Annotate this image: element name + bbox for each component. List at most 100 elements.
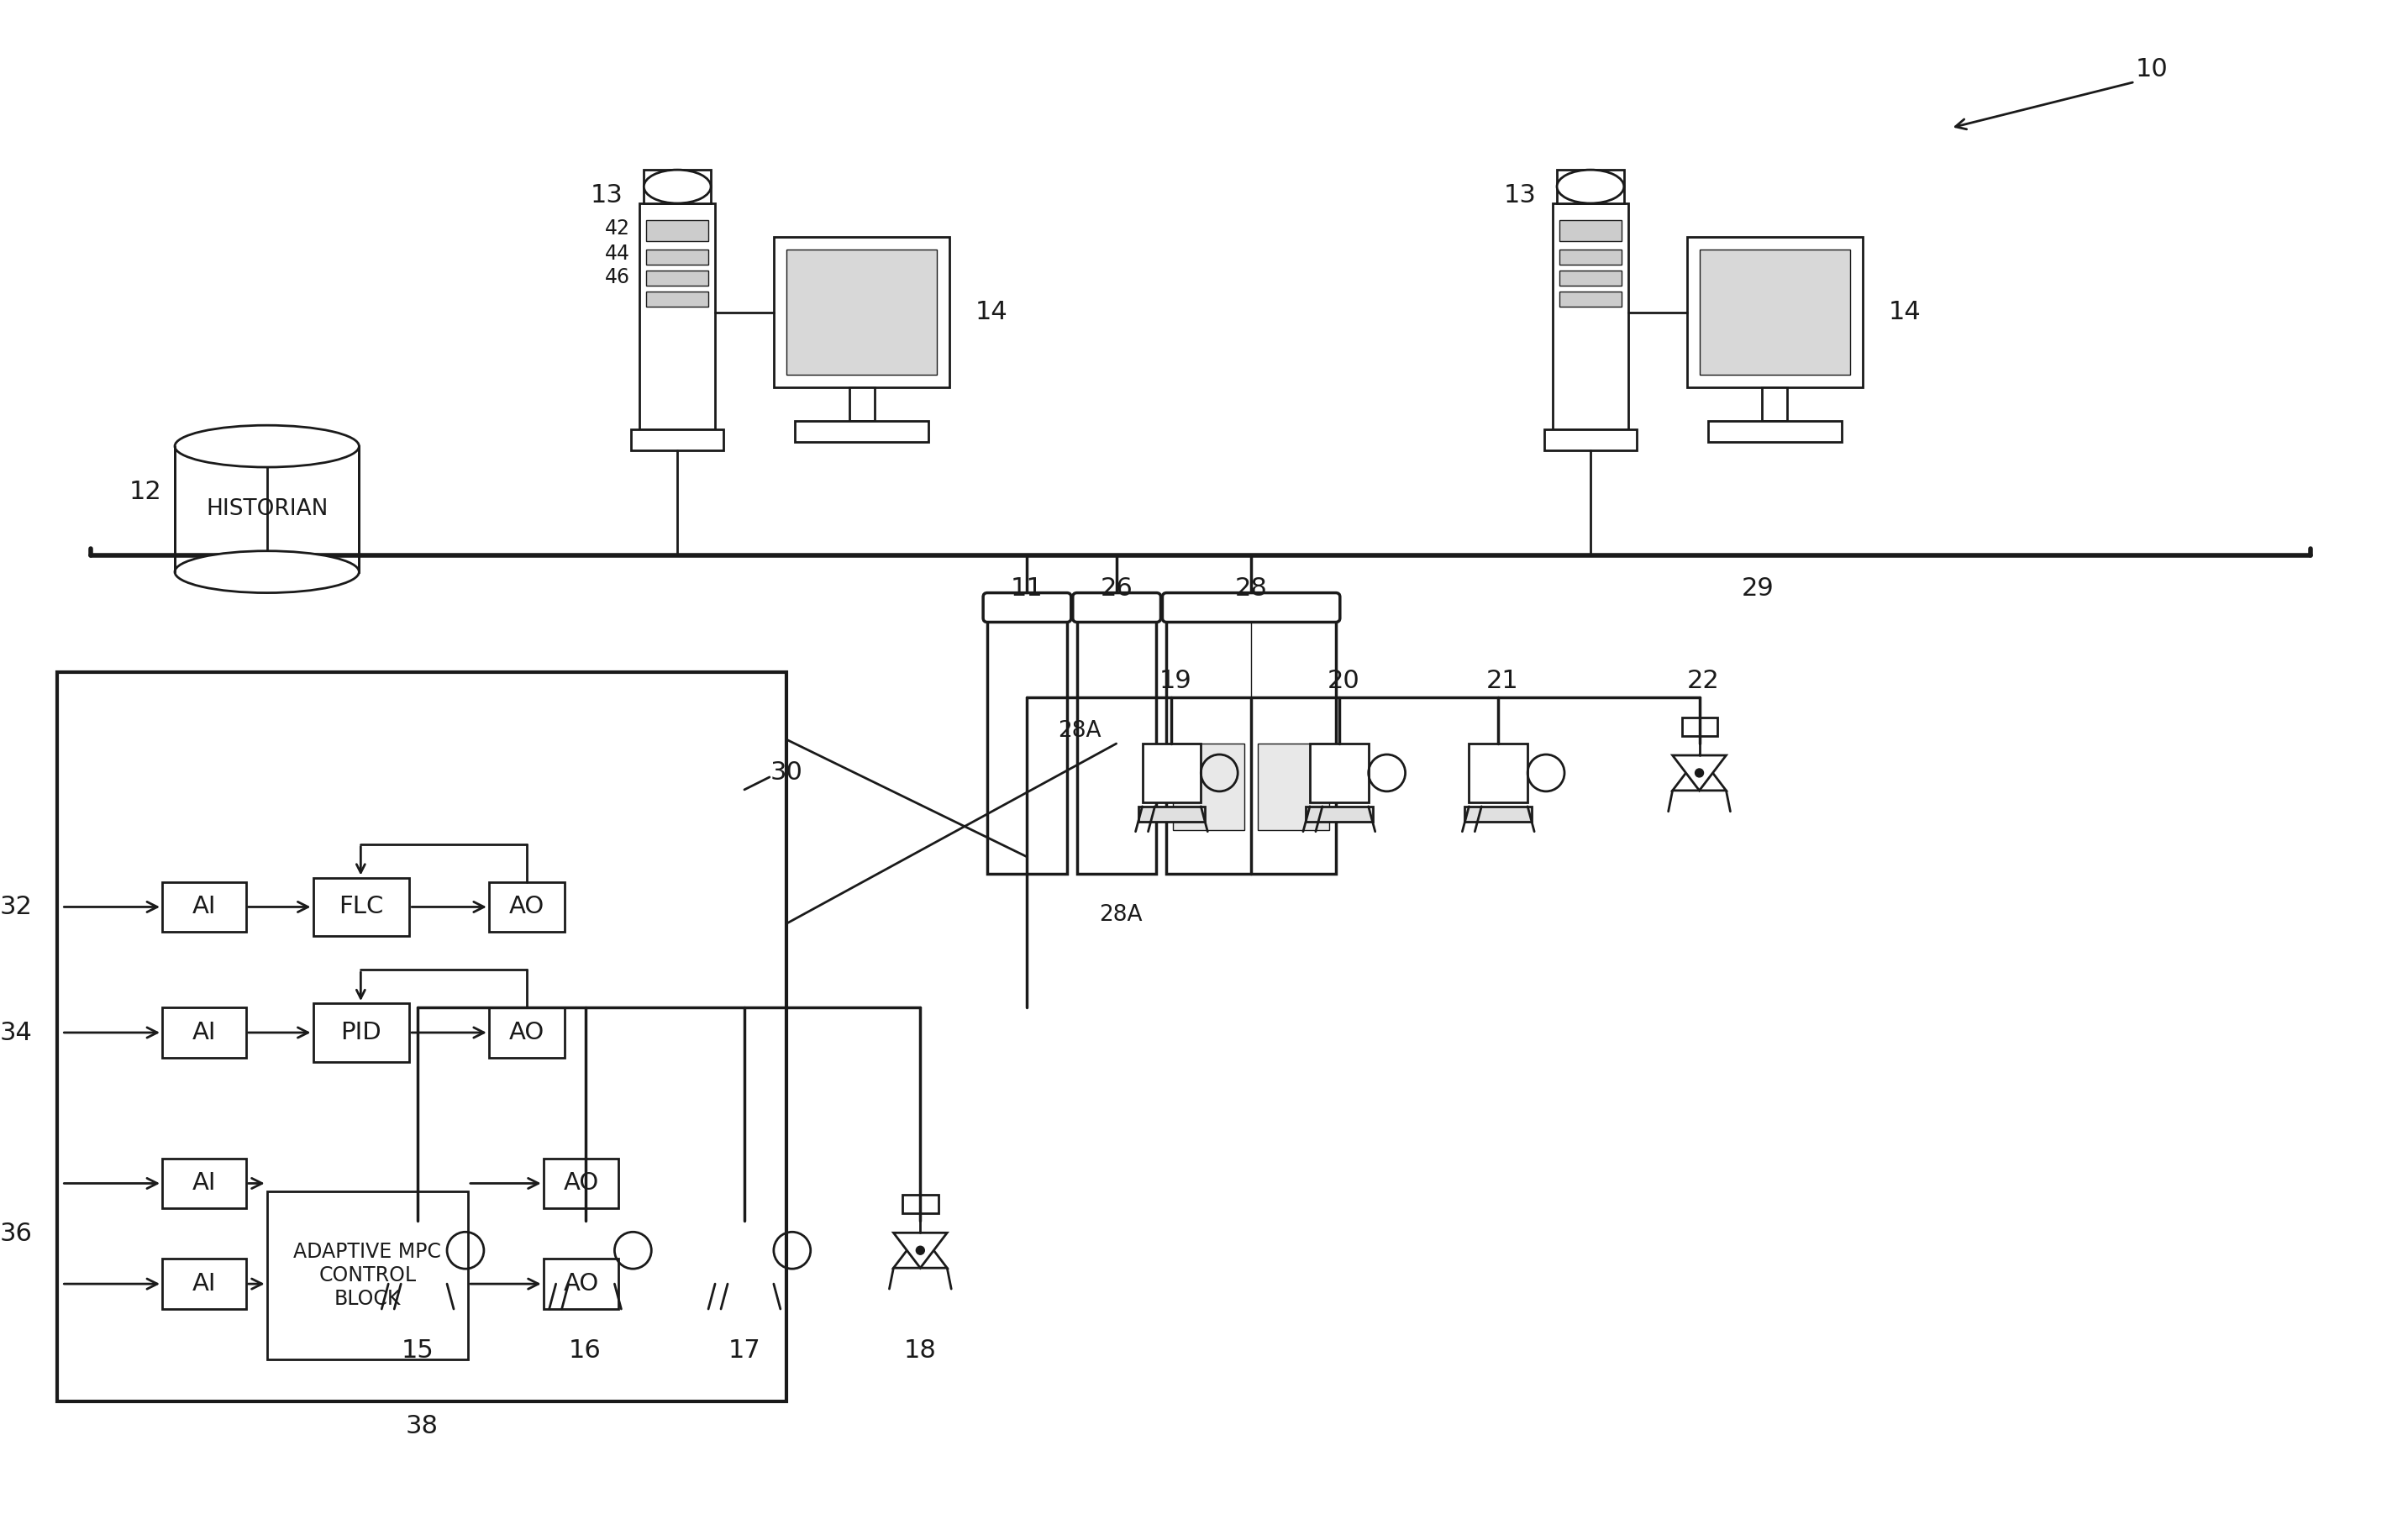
Text: 29: 29 xyxy=(1741,577,1775,601)
Bar xyxy=(176,447,359,572)
Text: 11: 11 xyxy=(1011,577,1043,601)
Bar xyxy=(551,1284,619,1299)
Text: 30: 30 xyxy=(771,760,802,786)
Polygon shape xyxy=(893,1232,946,1267)
Text: 10: 10 xyxy=(2136,58,2167,82)
Text: 44: 44 xyxy=(604,244,628,263)
Text: AI: AI xyxy=(193,895,217,919)
Text: 17: 17 xyxy=(727,1338,761,1363)
Bar xyxy=(1173,743,1245,830)
Bar xyxy=(1707,421,1842,442)
Bar xyxy=(795,421,929,442)
Bar xyxy=(787,250,937,375)
Text: 46: 46 xyxy=(604,266,628,288)
Polygon shape xyxy=(893,1232,946,1267)
Bar xyxy=(643,170,710,203)
Bar xyxy=(1310,743,1368,802)
FancyBboxPatch shape xyxy=(982,593,1072,622)
Polygon shape xyxy=(1674,755,1727,790)
Bar xyxy=(1686,236,1864,388)
Bar xyxy=(710,1284,778,1299)
Text: AO: AO xyxy=(563,1172,600,1195)
Bar xyxy=(645,291,708,306)
Text: 18: 18 xyxy=(903,1338,937,1363)
Text: AI: AI xyxy=(193,1172,217,1195)
Bar xyxy=(645,271,708,286)
Bar xyxy=(987,613,1067,874)
Bar xyxy=(267,1192,467,1360)
Text: 26: 26 xyxy=(1100,577,1132,601)
FancyBboxPatch shape xyxy=(1163,593,1339,622)
Text: AO: AO xyxy=(508,1020,544,1045)
Bar xyxy=(388,1222,448,1279)
Bar xyxy=(161,1007,246,1058)
Text: 14: 14 xyxy=(1888,300,1922,324)
Bar xyxy=(631,430,722,451)
Bar xyxy=(1257,743,1329,830)
Bar xyxy=(544,1258,619,1310)
Ellipse shape xyxy=(176,425,359,468)
Text: PID: PID xyxy=(340,1020,380,1045)
Text: HISTORIAN: HISTORIAN xyxy=(205,498,327,519)
Bar xyxy=(1469,743,1527,802)
Bar xyxy=(1165,613,1336,874)
Text: 13: 13 xyxy=(1503,183,1536,207)
Text: ADAPTIVE MPC
CONTROL
BLOCK: ADAPTIVE MPC CONTROL BLOCK xyxy=(294,1241,441,1310)
Circle shape xyxy=(1695,769,1702,777)
Bar xyxy=(645,250,708,265)
Bar xyxy=(1139,807,1204,822)
Text: 32: 32 xyxy=(0,895,31,919)
Bar xyxy=(715,1222,773,1279)
Bar xyxy=(1700,250,1849,375)
Bar xyxy=(773,236,949,388)
Text: 19: 19 xyxy=(1161,669,1192,693)
Bar xyxy=(645,220,708,241)
Bar xyxy=(489,1007,563,1058)
Bar xyxy=(1544,430,1637,451)
Bar xyxy=(313,1004,409,1061)
Ellipse shape xyxy=(176,551,359,593)
FancyBboxPatch shape xyxy=(1072,593,1161,622)
Text: 28A: 28A xyxy=(1098,904,1141,927)
Bar xyxy=(58,672,787,1400)
Bar xyxy=(1681,718,1717,736)
Text: 16: 16 xyxy=(568,1338,602,1363)
Ellipse shape xyxy=(643,170,710,203)
Text: 28A: 28A xyxy=(1057,721,1100,742)
Bar xyxy=(903,1195,939,1214)
Text: 12: 12 xyxy=(130,480,161,504)
Bar xyxy=(556,1222,614,1279)
Bar xyxy=(489,881,563,933)
Bar xyxy=(161,1158,246,1208)
Bar xyxy=(1560,220,1621,241)
Text: 42: 42 xyxy=(604,218,628,239)
Text: 22: 22 xyxy=(1688,669,1719,693)
Bar xyxy=(1553,203,1628,430)
Text: 28: 28 xyxy=(1235,577,1267,601)
Bar xyxy=(641,203,715,430)
Bar xyxy=(1305,807,1373,822)
Circle shape xyxy=(915,1246,925,1255)
Bar xyxy=(1560,291,1621,306)
Bar xyxy=(161,1258,246,1310)
Text: AO: AO xyxy=(508,895,544,919)
Bar xyxy=(544,1158,619,1208)
Text: AI: AI xyxy=(193,1272,217,1296)
Bar xyxy=(161,881,246,933)
Text: 21: 21 xyxy=(1486,669,1519,693)
Bar xyxy=(313,878,409,936)
Ellipse shape xyxy=(1558,170,1623,203)
Text: 20: 20 xyxy=(1327,669,1361,693)
Text: 15: 15 xyxy=(402,1338,433,1363)
Bar xyxy=(1076,613,1156,874)
Bar xyxy=(1464,807,1531,822)
Text: 36: 36 xyxy=(0,1222,31,1246)
Bar xyxy=(850,388,874,421)
Text: 34: 34 xyxy=(0,1020,31,1045)
Bar xyxy=(1560,271,1621,286)
Text: 14: 14 xyxy=(975,300,1009,324)
Bar xyxy=(1763,388,1787,421)
Polygon shape xyxy=(1674,755,1727,790)
Bar xyxy=(1141,743,1202,802)
Text: 38: 38 xyxy=(405,1414,438,1438)
